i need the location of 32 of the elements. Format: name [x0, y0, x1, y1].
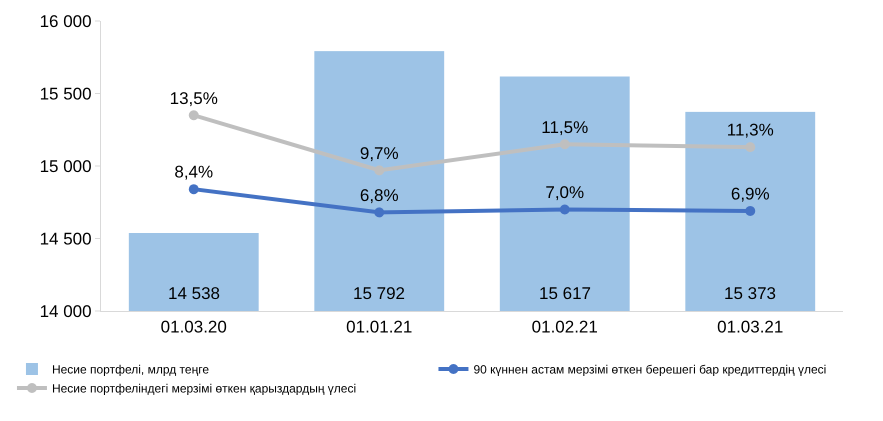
point: [560, 139, 570, 150]
data-label: 9,7%: [360, 144, 399, 163]
data-label: 15 373: [724, 284, 776, 303]
point: [745, 206, 756, 216]
x-tick-label: 01.02.21: [532, 317, 598, 336]
data-label: 8,4%: [174, 162, 214, 182]
point: [560, 204, 570, 214]
point: [745, 142, 756, 152]
data-label: 11,3%: [726, 120, 774, 140]
y-tick-label: 15 000: [40, 156, 92, 176]
legend-label: Несие портфелі, млрд теңге: [52, 362, 210, 377]
x-tick-label: 01.01.21: [346, 317, 412, 336]
data-label: 11,5%: [541, 118, 588, 137]
data-label: 15 617: [539, 284, 591, 303]
y-tick-label: 16 000: [40, 12, 92, 31]
data-label: 15 792: [353, 284, 405, 303]
data-label: 14 538: [168, 284, 220, 303]
point: [188, 110, 199, 120]
y-tick-label: 14 000: [40, 302, 92, 321]
x-tick-label: 01.03.20: [160, 317, 227, 336]
point: [188, 184, 199, 194]
x-tick-label: 01.03.21: [717, 317, 784, 336]
y-tick-label: 15 500: [40, 84, 92, 104]
data-label: 6,9%: [730, 184, 770, 204]
point: [374, 207, 384, 218]
data-label: 6,8%: [360, 186, 399, 205]
point: [374, 165, 384, 176]
legend-label: 90 күннен астам мерзімі өткен берешегі бар кредиттердің үлесі: [473, 362, 826, 377]
data-label: 13,5%: [170, 88, 218, 108]
y-tick-label: 14 500: [40, 229, 92, 248]
data-label: 7,0%: [545, 183, 584, 202]
legend-label: Несие портфеліндегі мерзімі өткен қарыздардың үлесі: [52, 382, 356, 396]
